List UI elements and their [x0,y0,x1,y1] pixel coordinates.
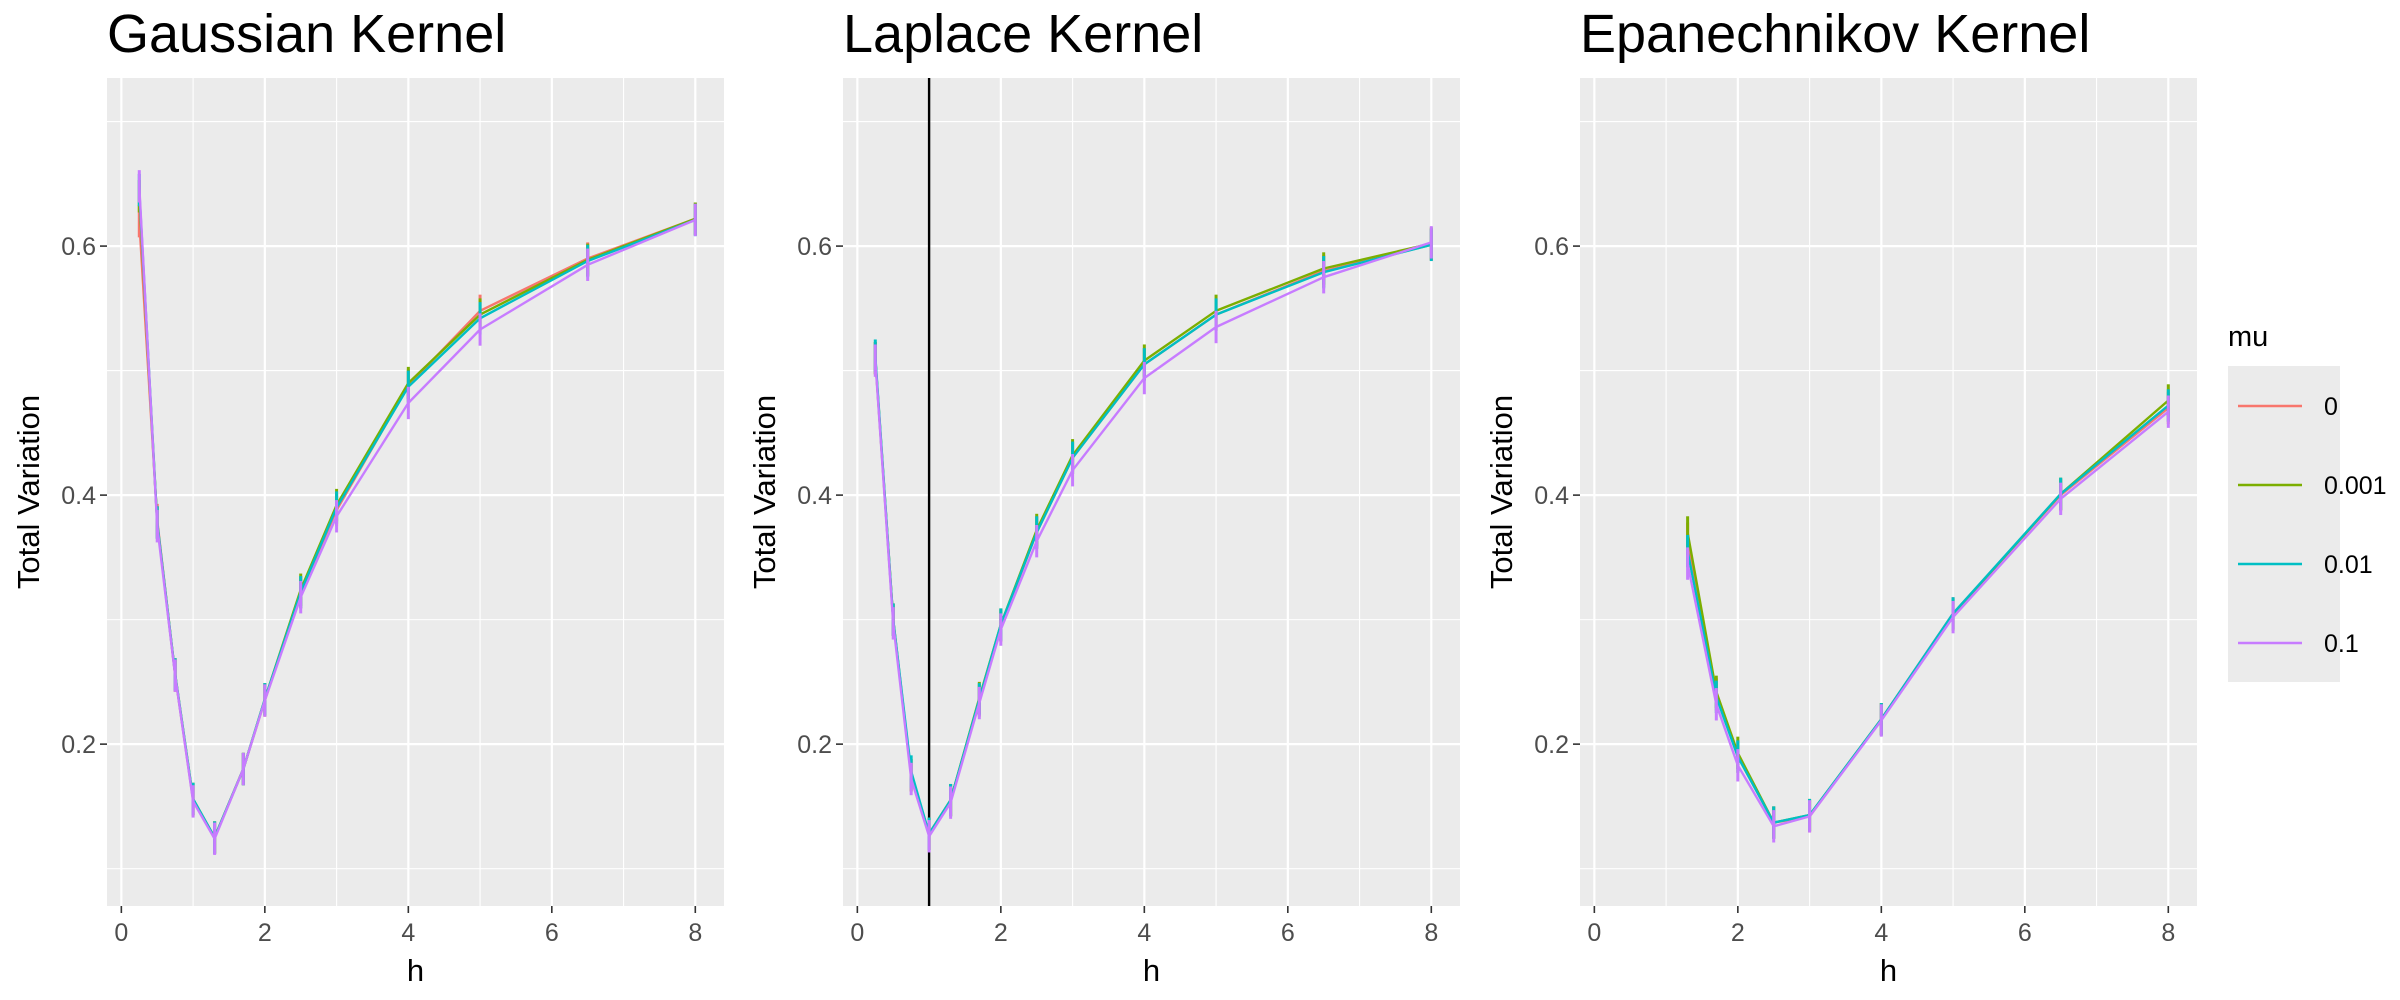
x-tick-label: 2 [1731,919,1745,947]
x-tick-label: 6 [2018,919,2032,947]
legend-label: 0 [2324,393,2338,421]
panel-3: 0 2 4 6 8 0.2 0.4 0.6 Epanechnikov Kernel h Total … [1484,4,2197,988]
y-tick-label: 0.2 [61,731,96,759]
panel-1: 0 2 4 6 8 0.2 0.4 0.6 Gaussian Kernel h Total Vari… [11,4,724,988]
x-tick-label: 8 [1424,919,1438,947]
legend-label: 0.1 [2324,630,2359,658]
plot-background [843,78,1460,906]
y-tick-label: 0.6 [797,233,832,261]
x-tick-label: 0 [1587,919,1601,947]
x-tick-label: 4 [1137,919,1151,947]
legend-label: 0.01 [2324,551,2373,579]
panel-title: Laplace Kernel [843,4,1203,64]
panel-title: Gaussian Kernel [107,4,506,64]
legend-label: 0.001 [2324,472,2387,500]
panel-title: Epanechnikov Kernel [1580,4,2090,64]
y-tick-label: 0.4 [1534,482,1569,510]
x-axis-title: h [1143,953,1160,988]
x-tick-label: 0 [114,919,128,947]
x-tick-label: 4 [1874,919,1888,947]
y-tick-label: 0.6 [1534,233,1569,261]
y-tick-label: 0.2 [797,731,832,759]
y-axis-title: Total Variation [11,395,46,589]
y-axis-title: Total Variation [747,395,782,589]
x-tick-label: 8 [2161,919,2175,947]
x-tick-label: 2 [258,919,272,947]
legend-title: mu [2228,321,2268,353]
x-tick-label: 2 [994,919,1008,947]
y-tick-label: 0.2 [1534,731,1569,759]
panel-2: 0 2 4 6 8 0.2 0.4 0.6 Laplace Kernel h Total Varia… [747,4,1460,988]
y-tick-label: 0.4 [61,482,96,510]
x-tick-label: 0 [850,919,864,947]
x-tick-label: 8 [688,919,702,947]
x-tick-label: 4 [401,919,415,947]
x-tick-label: 6 [545,919,559,947]
x-tick-label: 6 [1281,919,1295,947]
legend-key-background [2228,366,2340,682]
y-tick-label: 0.6 [61,233,96,261]
plot-background [107,78,724,906]
y-tick-label: 0.4 [797,482,832,510]
legend: mu 0 0.001 0.01 0.1 [2228,321,2387,682]
x-axis-title: h [1880,953,1897,988]
plot-background [1580,78,2197,906]
x-axis-title: h [407,953,424,988]
y-axis-title: Total Variation [1484,395,1519,589]
